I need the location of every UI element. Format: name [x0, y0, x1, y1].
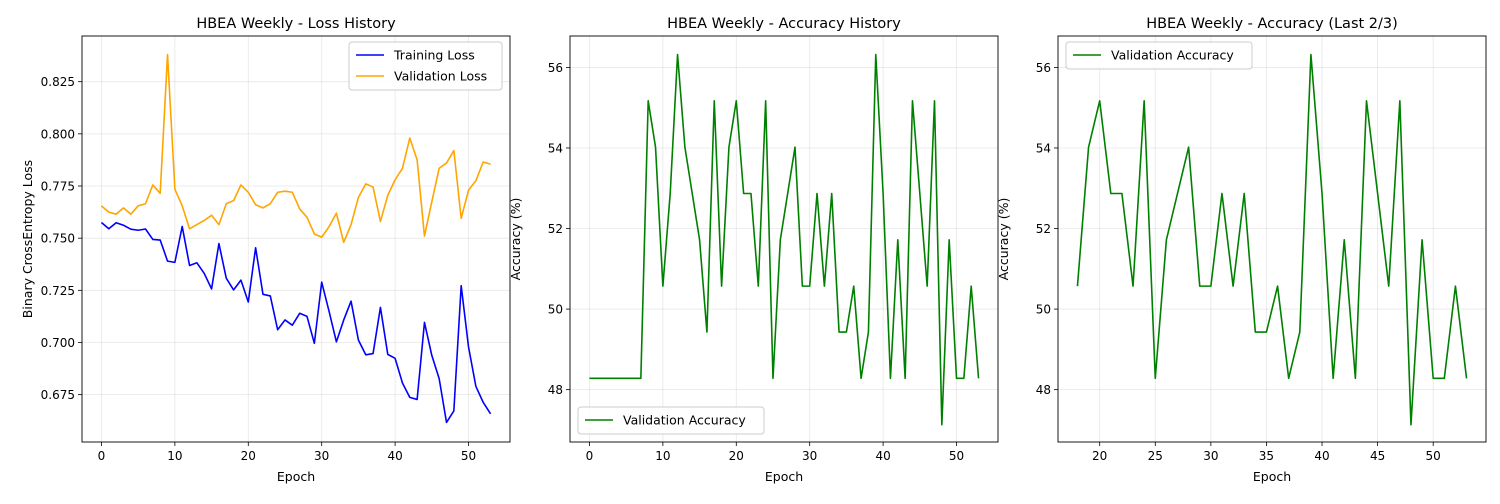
plot-frame	[569, 35, 999, 443]
series-line-training-loss	[100, 221, 492, 424]
legend-label: Validation Accuracy	[1111, 48, 1234, 63]
y-tick-label: 0.825	[41, 75, 75, 89]
x-tick-label: 30	[802, 449, 817, 463]
chart-title: HBEA Weekly - Accuracy History	[667, 16, 901, 32]
y-tick-label: 0.675	[41, 388, 75, 402]
x-tick-label: 40	[1314, 449, 1329, 463]
plot-frame	[1057, 35, 1487, 443]
legend-label: Validation Accuracy	[623, 413, 746, 428]
x-tick-label: 30	[314, 449, 329, 463]
chart-panel-1: 0 10 20 30 40 50 0.675 0.700 0.725 0.750 0.775 0.80…	[20, 16, 511, 484]
chart-panel-2: 0 10 20 30 40 50 48 50 52 54 56 HBEA Weekly - Accur…	[508, 16, 999, 484]
y-tick-label: 56	[1036, 61, 1051, 75]
legend: Training Loss Validation Loss	[348, 41, 503, 91]
x-axis-label: Epoch	[1253, 469, 1291, 484]
x-tick-label: 50	[461, 449, 476, 463]
legend-box	[1065, 41, 1253, 70]
y-tick-label: 54	[548, 141, 563, 155]
x-tick-label: 45	[1370, 449, 1385, 463]
x-tick-label: 40	[387, 449, 402, 463]
y-axis-label: Binary CrossEntropy Loss	[20, 160, 35, 318]
y-axis-label: Accuracy (%)	[508, 198, 523, 281]
y-tick-label: 50	[1036, 303, 1051, 317]
y-tick-label: 0.750	[41, 232, 75, 246]
grid-lines	[82, 36, 510, 442]
x-tick-label: 40	[875, 449, 890, 463]
x-tick-label: 30	[1203, 449, 1218, 463]
chart-title: HBEA Weekly - Loss History	[196, 16, 396, 32]
plot-frame	[81, 35, 511, 443]
y-tick-label: 0.725	[41, 284, 75, 298]
y-tick-label: 50	[548, 303, 563, 317]
legend-box	[577, 406, 765, 435]
chart-panel-3: 20 25 30 35 40 45 50 48 50 52 54 56 HBEA Weekly - Ac…	[996, 16, 1487, 484]
series-line-validation-loss	[100, 53, 491, 244]
legend: Validation Accuracy	[577, 406, 765, 435]
legend-label: Validation Loss	[394, 69, 487, 84]
x-tick-label: 50	[949, 449, 964, 463]
y-tick-label: 52	[548, 222, 563, 236]
y-axis-label: Accuracy (%)	[996, 198, 1011, 281]
y-tick-label: 56	[548, 61, 563, 75]
legend-label: Training Loss	[393, 48, 475, 63]
x-axis-label: Epoch	[277, 469, 315, 484]
x-tick-label: 50	[1426, 449, 1441, 463]
x-tick-label: 20	[1092, 449, 1107, 463]
y-tick-label: 54	[1036, 141, 1051, 155]
y-tick-label: 52	[1036, 222, 1051, 236]
x-tick-label: 35	[1259, 449, 1274, 463]
y-tick-label: 48	[1036, 383, 1051, 397]
x-tick-label: 10	[167, 449, 182, 463]
y-tick-label: 0.700	[41, 336, 75, 350]
y-tick-label: 0.800	[41, 127, 75, 141]
x-tick-label: 25	[1148, 449, 1163, 463]
chart-title: HBEA Weekly - Accuracy (Last 2/3)	[1146, 16, 1398, 32]
y-tick-label: 0.775	[41, 180, 75, 194]
y-tick-label: 48	[548, 383, 563, 397]
legend: Validation Accuracy	[1065, 41, 1253, 70]
x-tick-label: 20	[241, 449, 256, 463]
x-tick-label: 0	[98, 449, 106, 463]
x-tick-label: 0	[586, 449, 594, 463]
series-line-validation-accuracy	[589, 53, 980, 426]
x-tick-label: 10	[655, 449, 670, 463]
x-tick-label: 20	[729, 449, 744, 463]
series-line-validation-accuracy	[1076, 53, 1468, 426]
legend-box	[348, 41, 503, 91]
x-axis-label: Epoch	[765, 469, 803, 484]
